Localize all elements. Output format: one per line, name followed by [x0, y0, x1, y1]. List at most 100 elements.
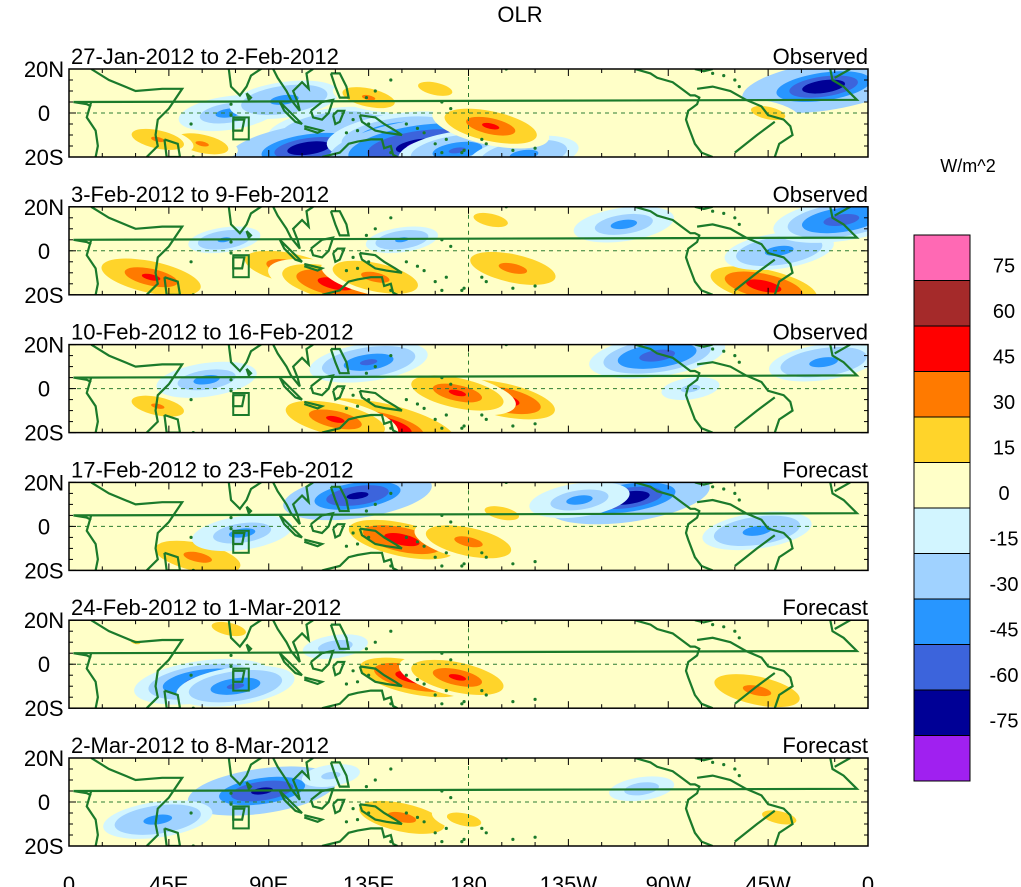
anomaly-field: [69, 69, 868, 157]
anomaly-6: [458, 206, 523, 234]
anomaly-field: [69, 206, 868, 295]
island: [480, 689, 484, 693]
coastline: [303, 400, 326, 410]
island: [711, 623, 715, 627]
coastline: [73, 206, 860, 246]
coastline: [245, 368, 253, 378]
colorbar-swatch: [913, 462, 971, 509]
island: [194, 709, 197, 712]
anomaly-contour: [149, 816, 166, 823]
coastline: [227, 69, 263, 98]
anomaly-contour: [195, 141, 209, 147]
anomaly-4: [431, 806, 497, 833]
colorbar-swatch: [913, 553, 971, 600]
coastline: [358, 803, 403, 826]
island: [229, 378, 233, 382]
island: [364, 509, 369, 513]
coastline: [227, 206, 263, 235]
island: [433, 142, 437, 146]
island: [480, 137, 484, 141]
island: [404, 122, 408, 126]
island: [364, 371, 369, 375]
island: [533, 835, 537, 839]
y-tick-label: 20N: [24, 746, 64, 771]
anomaly-contour: [831, 216, 852, 224]
coastline: [734, 534, 776, 567]
coastline: [303, 814, 326, 823]
coastline: [90, 482, 185, 571]
island: [229, 113, 233, 117]
coastline: [227, 758, 263, 787]
anomaly-field: [69, 344, 868, 433]
island: [533, 560, 537, 564]
y-tick-label: 20N: [24, 608, 64, 633]
island: [440, 513, 444, 518]
island: [444, 413, 448, 417]
island: [364, 96, 369, 100]
anomaly-contour: [482, 122, 500, 130]
island: [433, 831, 437, 835]
anomaly-4: [458, 247, 567, 290]
island: [737, 360, 741, 364]
coastline: [85, 790, 99, 846]
island: [404, 673, 408, 677]
panel-3: 20N 0 20S 10-Feb-2012 to 16-Feb-2012 Observe…: [24, 320, 869, 446]
island: [480, 551, 484, 555]
anomaly-contour: [361, 94, 376, 101]
coastline: [227, 482, 263, 511]
panel-period-label: 2-Mar-2012 to 8-Mar-2012: [71, 733, 329, 758]
anomaly-2: [398, 655, 516, 700]
panel-type-label: Observed: [773, 44, 868, 69]
island: [344, 406, 349, 410]
coastline: [321, 276, 398, 295]
island: [351, 669, 355, 673]
colorbar-swatch: [913, 325, 971, 372]
region-box: [232, 805, 250, 830]
coastline: [734, 120, 776, 154]
island: [229, 653, 233, 658]
island: [415, 540, 420, 544]
coastline: [734, 396, 776, 430]
y-tick-label: 20S: [24, 696, 63, 721]
island: [440, 426, 444, 430]
island: [733, 491, 737, 495]
coastline: [329, 761, 350, 788]
panel-period-label: 17-Feb-2012 to 23-Feb-2012: [71, 457, 354, 482]
panel-type-label: Observed: [773, 320, 868, 345]
anomaly-11: [432, 103, 550, 149]
anomaly-contour: [504, 265, 521, 272]
colorbar-swatch: [913, 735, 971, 782]
island: [449, 244, 453, 248]
y-tick-label: 20N: [24, 195, 64, 220]
island: [444, 137, 448, 141]
coastline: [834, 758, 851, 768]
island: [373, 778, 377, 782]
coastline: [73, 69, 860, 108]
coastline: [321, 827, 398, 846]
colorbar-label: -75: [990, 711, 1019, 733]
anomaly-16: [122, 125, 194, 154]
coastline: [696, 498, 794, 571]
coastline: [303, 125, 326, 134]
anomaly-contour: [448, 389, 467, 397]
island: [415, 264, 420, 268]
anomaly-5: [309, 344, 428, 383]
island: [480, 413, 484, 417]
island: [737, 498, 741, 502]
island: [364, 785, 369, 789]
y-tick-label: 20S: [24, 558, 63, 583]
anomaly-10: [573, 206, 675, 243]
island: [711, 71, 715, 75]
island: [440, 789, 444, 793]
anomaly-5: [696, 260, 831, 295]
island: [415, 126, 420, 130]
island: [389, 216, 393, 220]
island: [389, 426, 393, 430]
anomaly-contour: [811, 82, 836, 91]
coastline: [303, 676, 326, 686]
island: [440, 840, 444, 844]
island: [389, 151, 393, 155]
island: [355, 680, 360, 684]
coastline: [163, 551, 182, 571]
island: [373, 502, 377, 506]
